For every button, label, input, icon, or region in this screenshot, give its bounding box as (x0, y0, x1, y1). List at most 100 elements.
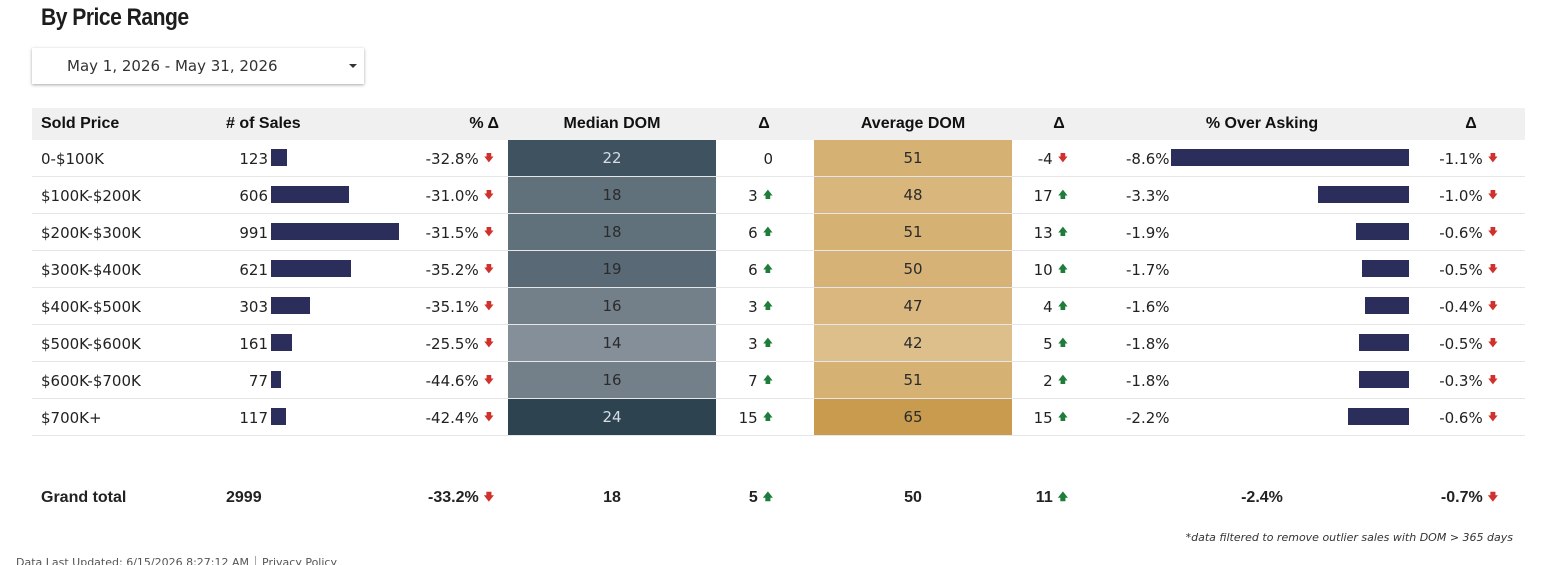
arrow-down-icon: 🡇 (483, 374, 494, 386)
col-sales-pct-delta[interactable]: % Δ (469, 115, 499, 132)
median-dom-cell: 19 (508, 251, 716, 287)
table-row[interactable]: $300K-$400K 621 -35.2% 🡇 19 6 🡅 50 10 🡅 -1.… (32, 251, 1525, 288)
average-dom-delta-cell: -4 🡇 (1037, 149, 1068, 168)
sales-bar (271, 260, 351, 277)
median-dom-delta-cell: 7 🡅 (748, 371, 773, 390)
arrow-down-icon: 🡇 (1487, 411, 1498, 423)
col-average-delta[interactable]: Δ (1053, 115, 1065, 132)
median-dom-cell: 16 (508, 288, 716, 324)
arrow-down-icon: 🡇 (483, 189, 494, 201)
average-dom-delta-cell: 4 🡅 (1043, 297, 1068, 316)
sales-pct-delta-cell: -32.8% 🡇 (425, 149, 494, 168)
arrow-down-icon: 🡇 (483, 337, 494, 349)
caret-down-icon[interactable] (349, 64, 357, 68)
date-range-dropdown[interactable]: May 1, 2026 - May 31, 2026 (32, 48, 364, 84)
page-title: By Price Range (41, 4, 189, 31)
arrow-down-icon: 🡇 (483, 300, 494, 312)
arrow-down-icon: 🡇 (1487, 189, 1498, 201)
total-over-asking: -2.4% (1241, 489, 1283, 506)
sales-pct-delta-cell: -35.1% 🡇 (425, 297, 494, 316)
over-asking-cell: -3.3% (1126, 186, 1170, 205)
average-dom-cell: 48 (814, 177, 1012, 213)
median-dom-cell: 16 (508, 362, 716, 398)
arrow-up-icon: 🡅 (762, 189, 773, 201)
total-median-delta: 5 🡅 (748, 489, 773, 506)
over-asking-delta-cell: -0.3% 🡇 (1439, 371, 1498, 390)
sales-pct-delta-cell: -44.6% 🡇 (425, 371, 494, 390)
col-median-delta[interactable]: Δ (758, 115, 770, 132)
sales-count-cell: 621 (239, 260, 268, 279)
over-asking-bar (1359, 334, 1409, 351)
sales-pct-delta-cell: -42.4% 🡇 (425, 408, 494, 427)
median-dom-delta-cell: 0 (763, 149, 773, 168)
arrow-down-icon: 🡇 (1487, 337, 1498, 349)
table-row[interactable]: $500K-$600K 161 -25.5% 🡇 14 3 🡅 42 5 🡅 -1.8… (32, 325, 1525, 362)
arrow-up-icon: 🡅 (1057, 337, 1068, 349)
total-sales-pct: -33.2% 🡇 (428, 489, 494, 506)
sold-price-cell: $500K-$600K (41, 334, 141, 353)
privacy-policy-link[interactable]: Privacy Policy (262, 556, 337, 565)
sales-bar (271, 149, 287, 166)
col-over-asking-delta[interactable]: Δ (1465, 115, 1477, 132)
col-over-asking[interactable]: % Over Asking (1205, 115, 1319, 132)
average-dom-cell: 50 (814, 251, 1012, 287)
sales-count-cell: 161 (239, 334, 268, 353)
total-over-asking-delta: -0.7% 🡇 (1440, 489, 1498, 506)
over-asking-delta-cell: -1.0% 🡇 (1439, 186, 1498, 205)
over-asking-delta-cell: -0.4% 🡇 (1439, 297, 1498, 316)
median-dom-delta-cell: 6 🡅 (748, 260, 773, 279)
table-row[interactable]: $700K+ 117 -42.4% 🡇 24 15 🡅 65 15 🡅 -2.2% -… (32, 399, 1525, 436)
sold-price-cell: $100K-$200K (41, 186, 141, 205)
footer: Data Last Updated: 6/15/2026 8:27:12 AM … (16, 556, 337, 565)
arrow-down-icon: 🡇 (1487, 152, 1498, 164)
arrow-down-icon: 🡇 (1487, 263, 1498, 275)
sales-count-cell: 991 (239, 223, 268, 242)
table-header: Sold Price # of Sales % Δ Median DOM Δ A… (32, 108, 1525, 140)
arrow-up-icon: 🡅 (762, 226, 773, 238)
sales-bar (271, 408, 286, 425)
arrow-down-icon: 🡇 (1057, 152, 1068, 164)
over-asking-cell: -1.9% (1126, 223, 1170, 242)
over-asking-bar (1362, 260, 1409, 277)
last-updated-text: Data Last Updated: 6/15/2026 8:27:12 AM (16, 556, 250, 565)
sold-price-cell: $300K-$400K (41, 260, 141, 279)
over-asking-delta-cell: -0.5% 🡇 (1439, 260, 1498, 279)
average-dom-delta-cell: 15 🡅 (1033, 408, 1068, 427)
arrow-up-icon: 🡅 (762, 263, 773, 275)
average-dom-delta-cell: 17 🡅 (1033, 186, 1068, 205)
over-asking-cell: -8.6% (1126, 149, 1170, 168)
sales-count-cell: 123 (239, 149, 268, 168)
sales-pct-delta-cell: -31.5% 🡇 (425, 223, 494, 242)
col-sold-price[interactable]: Sold Price (41, 115, 120, 132)
table-row[interactable]: $100K-$200K 606 -31.0% 🡇 18 3 🡅 48 17 🡅 -3.… (32, 177, 1525, 214)
median-dom-delta-cell: 6 🡅 (748, 223, 773, 242)
sold-price-cell: $200K-$300K (41, 223, 141, 242)
total-average-delta: 11 🡅 (1035, 489, 1068, 506)
over-asking-delta-cell: -0.6% 🡇 (1439, 223, 1498, 242)
sales-bar (271, 334, 292, 351)
col-average-dom[interactable]: Average DOM (860, 115, 966, 132)
median-dom-delta-cell: 3 🡅 (748, 297, 773, 316)
arrow-down-icon: 🡇 (1487, 226, 1498, 238)
table-row[interactable]: $400K-$500K 303 -35.1% 🡇 16 3 🡅 47 4 🡅 -1.6… (32, 288, 1525, 325)
over-asking-cell: -1.6% (1126, 297, 1170, 316)
table-row[interactable]: $200K-$300K 991 -31.5% 🡇 18 6 🡅 51 13 🡅 -1.… (32, 214, 1525, 251)
average-dom-cell: 42 (814, 325, 1012, 361)
arrow-up-icon: 🡅 (1057, 263, 1068, 275)
table-row[interactable]: $600K-$700K 77 -44.6% 🡇 16 7 🡅 51 2 🡅 -1.8%… (32, 362, 1525, 399)
sales-pct-delta-cell: -31.0% 🡇 (425, 186, 494, 205)
over-asking-bar (1318, 186, 1409, 203)
arrow-up-icon: 🡅 (762, 411, 773, 423)
total-median-dom: 18 (603, 489, 621, 506)
table-row[interactable]: 0-$100K 123 -32.8% 🡇 22 0 51 -4 🡇 -8.6% -1… (32, 140, 1525, 177)
footer-divider (255, 556, 257, 565)
sales-bar (271, 186, 349, 203)
arrow-up-icon: 🡅 (762, 337, 773, 349)
total-average-dom: 50 (904, 489, 922, 506)
over-asking-cell: -1.7% (1126, 260, 1170, 279)
median-dom-cell: 18 (508, 214, 716, 250)
arrow-down-icon: 🡇 (483, 263, 494, 275)
col-median-dom[interactable]: Median DOM (563, 115, 661, 132)
col-num-sales[interactable]: # of Sales (226, 115, 301, 132)
arrow-up-icon: 🡅 (1057, 374, 1068, 386)
